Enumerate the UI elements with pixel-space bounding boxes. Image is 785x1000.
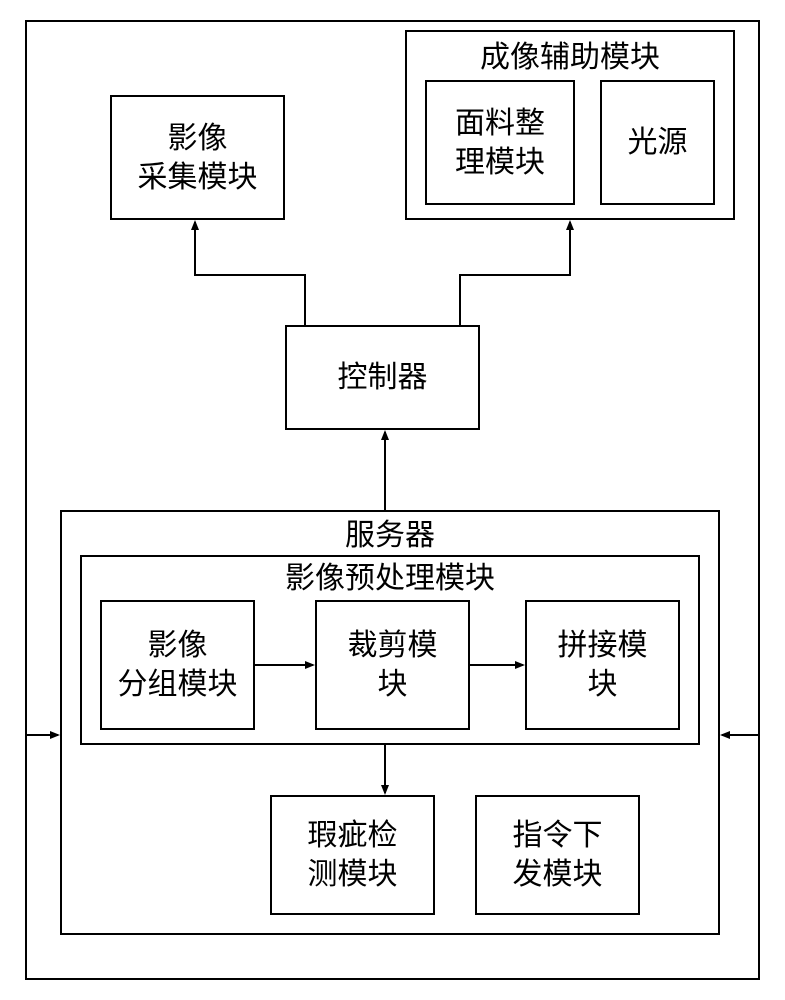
defect-label: 瑕疵检测模块 xyxy=(308,816,398,894)
stitch-module: 拼接模块 xyxy=(525,600,680,730)
controller-module: 控制器 xyxy=(285,325,480,430)
controller-label: 控制器 xyxy=(338,358,428,397)
image-capture-label: 影像采集模块 xyxy=(138,119,258,197)
diagram-canvas: 影像采集模块 成像辅助模块 面料整理模块 光源 控制器 服务器 影像预处理模块 … xyxy=(0,0,785,1000)
crop-label: 裁剪模块 xyxy=(348,626,438,704)
image-capture-module: 影像采集模块 xyxy=(110,95,285,220)
light-source-module: 光源 xyxy=(600,80,715,205)
light-source-label: 光源 xyxy=(628,123,688,162)
preprocess-label: 影像预处理模块 xyxy=(285,559,495,598)
image-group-label: 影像分组模块 xyxy=(118,626,238,704)
crop-module: 裁剪模块 xyxy=(315,600,470,730)
fabric-org-label: 面料整理模块 xyxy=(455,104,545,182)
image-group-module: 影像分组模块 xyxy=(100,600,255,730)
imaging-aux-label: 成像辅助模块 xyxy=(480,38,660,77)
command-module: 指令下发模块 xyxy=(475,795,640,915)
stitch-label: 拼接模块 xyxy=(558,626,648,704)
server-label: 服务器 xyxy=(345,516,435,555)
command-label: 指令下发模块 xyxy=(513,816,603,894)
defect-module: 瑕疵检测模块 xyxy=(270,795,435,915)
fabric-org-module: 面料整理模块 xyxy=(425,80,575,205)
